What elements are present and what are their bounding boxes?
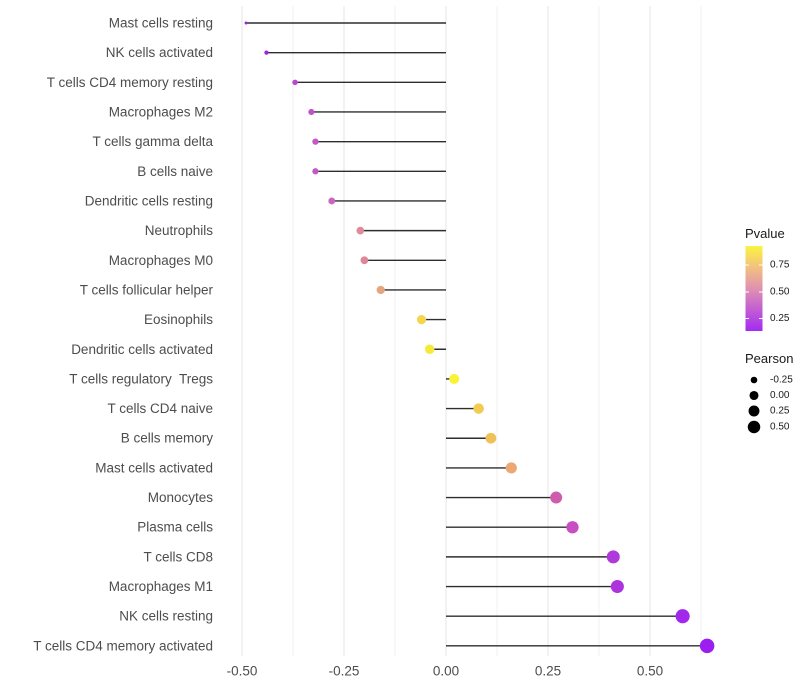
data-point	[292, 79, 298, 86]
y-axis-label: NK cells activated	[106, 45, 213, 60]
pvalue-legend-tick-label: 0.50	[770, 287, 790, 298]
y-axis-label: T cells CD4 memory resting	[47, 75, 213, 90]
pvalue-colorbar	[745, 246, 763, 331]
data-point	[312, 138, 319, 145]
data-point	[610, 580, 624, 594]
pearson-legend-title: Pearson	[745, 351, 793, 366]
data-point	[424, 344, 435, 354]
data-point	[308, 108, 315, 116]
y-axis-label: B cells naive	[137, 164, 213, 179]
x-axis-tick-label: -0.25	[329, 664, 360, 679]
y-axis-label: T cells CD8	[143, 549, 213, 564]
pvalue-legend-title: Pvalue	[745, 226, 785, 241]
data-point	[675, 609, 690, 624]
y-axis-label: Macrophages M2	[109, 104, 213, 119]
data-point	[699, 638, 715, 654]
y-axis-label: Dendritic cells activated	[71, 342, 213, 357]
data-point	[376, 285, 385, 295]
y-axis-label: Mast cells activated	[95, 460, 213, 475]
data-point	[566, 521, 579, 534]
data-point	[416, 314, 427, 325]
y-axis-label: Macrophages M0	[109, 253, 213, 268]
data-point	[356, 226, 365, 235]
pearson-legend-tick-label: 0.50	[770, 422, 790, 433]
pearson-legend-tick-label: -0.25	[770, 375, 793, 386]
pearson-legend-tick-label: 0.25	[770, 406, 790, 417]
pearson-legend-dot	[747, 420, 761, 434]
data-point	[244, 21, 248, 25]
data-point	[505, 462, 517, 474]
pearson-legend-dot	[748, 405, 760, 417]
y-axis-label: Eosinophils	[144, 312, 213, 327]
data-point	[485, 432, 497, 444]
pvalue-legend-tick-label: 0.75	[770, 260, 790, 271]
y-axis-label: Plasma cells	[137, 520, 213, 535]
y-axis-label: Mast cells resting	[109, 16, 213, 31]
data-point	[312, 168, 319, 175]
pvalue-legend-tick-label: 0.25	[770, 313, 790, 324]
y-axis-label: B cells memory	[121, 431, 214, 446]
data-point	[264, 50, 269, 55]
y-axis-label: T cells gamma delta	[92, 134, 213, 149]
y-axis-label: T cells regulatory Tregs	[69, 371, 213, 386]
y-axis-label: Dendritic cells resting	[85, 193, 213, 208]
pearson-legend-dot	[750, 376, 758, 384]
y-axis-label: T cells CD4 naive	[107, 401, 213, 416]
data-point	[550, 491, 563, 504]
x-axis-tick-label: 0.00	[433, 664, 459, 679]
y-axis-label: NK cells resting	[119, 609, 213, 624]
y-axis-label: Macrophages M1	[109, 579, 213, 594]
pearson-legend-dot	[749, 390, 759, 401]
y-axis-label: T cells CD4 memory activated	[33, 638, 213, 653]
x-axis-tick-label: -0.50	[227, 664, 258, 679]
y-axis-label: T cells follicular helper	[80, 282, 214, 297]
y-axis-label: Neutrophils	[145, 223, 214, 238]
data-point	[473, 403, 484, 414]
data-point	[360, 256, 369, 265]
pearson-legend-tick-label: 0.00	[770, 390, 790, 401]
y-axis-label: Monocytes	[148, 490, 214, 505]
data-point	[606, 550, 620, 564]
x-axis-tick-label: 0.25	[535, 664, 561, 679]
x-axis-tick-label: 0.50	[637, 664, 663, 679]
data-point	[328, 197, 336, 205]
data-point	[449, 373, 460, 384]
